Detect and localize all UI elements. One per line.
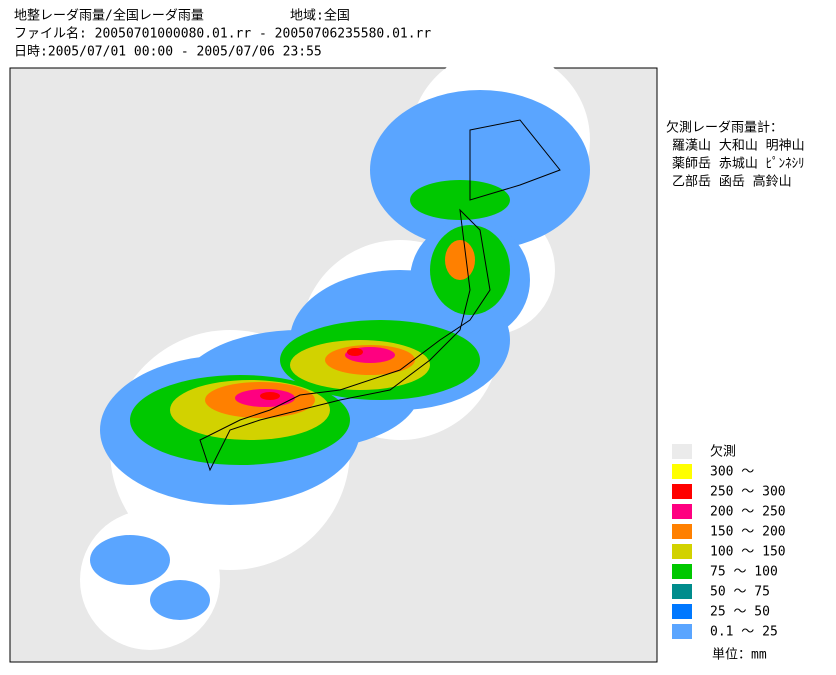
missing-gauge-line: 薬師岳 赤城山 ﾋﾟﾝﾈｼﾘ [672,157,805,172]
legend-label: 100 ～ 150 [710,545,786,560]
legend-swatch [672,564,692,579]
coastline [199,119,561,472]
legend-swatch [672,584,692,599]
period: 日時:2005/07/01 00:00 - 2005/07/06 23:55 [14,45,322,60]
legend-swatch [672,504,692,519]
legend-label: 欠測 [710,444,736,460]
missing-gauge-line: 乙部岳 函岳 高鈴山 [672,174,792,190]
missing-title: 欠測レーダ雨量計： [666,120,783,136]
legend-label: 150 ～ 200 [710,525,786,540]
legend-label: 300 ～ [710,465,754,480]
legend-swatch [672,444,692,459]
legend-label: 0.1 ～ 25 [710,625,778,640]
missing-gauge-line: 羅漢山 大和山 明神山 [672,139,805,154]
legend-swatch [672,544,692,559]
file-name: ファイル名: 20050701000080.01.rr - 2005070623… [14,26,431,42]
rain-extreme [260,348,363,400]
legend-swatch [672,464,692,479]
legend: 欠測 300 ～ 250 ～ 300 200 ～ 250 150 ～ 200 100 ～ … [672,444,786,640]
title: 地整レーダ雨量/全国レーダ雨量 [14,8,204,24]
legend-swatch [672,524,692,539]
legend-swatch [672,624,692,639]
unit: 単位：mm [712,647,767,663]
legend-label: 250 ～ 300 [710,485,786,500]
legend-label: 50 ～ 75 [710,585,770,600]
region: 地域:全国 [290,8,350,24]
legend-swatch [672,604,692,619]
map [9,50,658,663]
legend-label: 200 ～ 250 [710,505,786,520]
legend-label: 75 ～ 100 [710,565,778,580]
legend-label: 25 ～ 50 [710,605,770,620]
legend-swatch [672,484,692,499]
